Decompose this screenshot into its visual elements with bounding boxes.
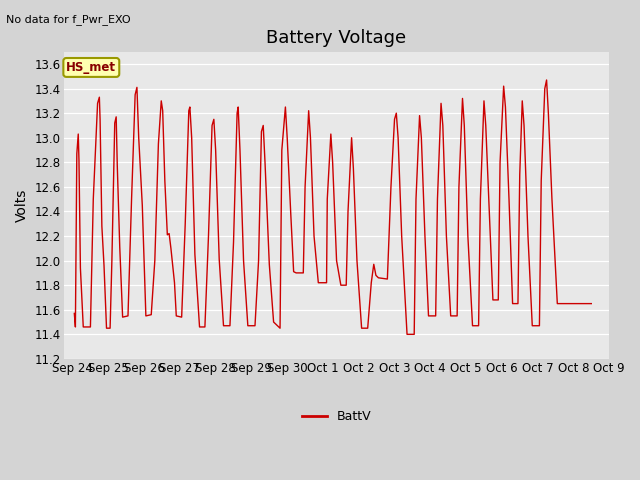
Legend: BattV: BattV [296, 405, 376, 428]
Text: No data for f_Pwr_EXO: No data for f_Pwr_EXO [6, 14, 131, 25]
Y-axis label: Volts: Volts [15, 189, 29, 222]
Title: Battery Voltage: Battery Voltage [266, 29, 406, 48]
Text: HS_met: HS_met [67, 61, 116, 74]
